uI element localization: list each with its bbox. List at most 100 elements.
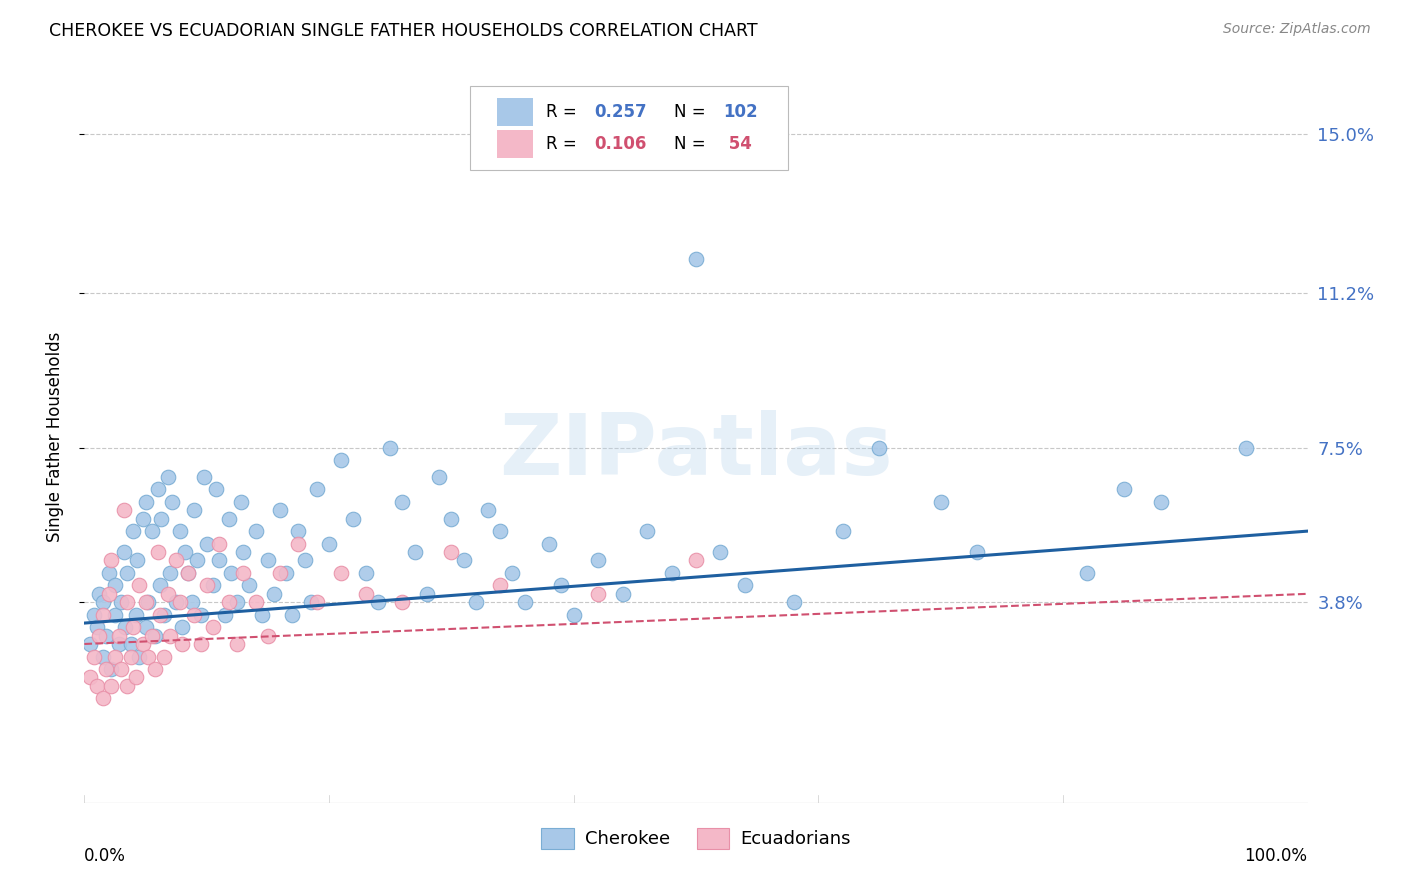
Point: [120, 637, 142, 651]
Point: [391, 495, 413, 509]
Point: [685, 553, 707, 567]
Point: [661, 566, 683, 580]
Point: [330, 453, 353, 467]
Point: [115, 566, 138, 580]
Text: N =: N =: [673, 103, 711, 121]
Point: [281, 607, 304, 622]
Point: [107, 629, 129, 643]
Point: [685, 252, 707, 267]
Point: [229, 495, 252, 509]
Point: [232, 566, 254, 580]
Point: [380, 441, 402, 455]
Point: [367, 595, 389, 609]
Bar: [496, 98, 533, 127]
Point: [141, 524, 163, 538]
Text: 102: 102: [723, 103, 758, 121]
Point: [110, 595, 132, 609]
Y-axis label: Single Father Households: Single Father Households: [45, 332, 63, 542]
Point: [136, 649, 159, 664]
Point: [79, 637, 101, 651]
Point: [195, 578, 218, 592]
Point: [87, 629, 110, 643]
Point: [489, 578, 512, 592]
Text: Source: ZipAtlas.com: Source: ZipAtlas.com: [1223, 22, 1371, 37]
Point: [586, 553, 609, 567]
Point: [146, 483, 169, 497]
Point: [226, 595, 249, 609]
Point: [136, 595, 159, 609]
Point: [141, 629, 163, 643]
Point: [538, 536, 561, 550]
Text: CHEROKEE VS ECUADORIAN SINGLE FATHER HOUSEHOLDS CORRELATION CHART: CHEROKEE VS ECUADORIAN SINGLE FATHER HOU…: [49, 22, 758, 40]
Text: 100.0%: 100.0%: [1244, 847, 1308, 864]
Point: [416, 587, 439, 601]
Point: [440, 545, 463, 559]
Point: [104, 649, 127, 664]
Point: [427, 470, 450, 484]
Point: [1150, 495, 1173, 509]
Text: 54: 54: [723, 135, 752, 153]
Point: [79, 670, 101, 684]
Point: [135, 495, 157, 509]
Point: [122, 620, 145, 634]
Point: [214, 607, 236, 622]
Point: [550, 578, 572, 592]
Point: [87, 587, 110, 601]
Point: [110, 662, 132, 676]
Text: N =: N =: [673, 135, 711, 153]
Point: [86, 679, 108, 693]
Text: R =: R =: [546, 103, 582, 121]
Point: [1076, 566, 1098, 580]
Point: [287, 536, 309, 550]
Point: [299, 595, 322, 609]
Point: [96, 629, 118, 643]
Point: [169, 595, 191, 609]
Point: [125, 553, 148, 567]
Point: [86, 620, 108, 634]
Point: [190, 607, 212, 622]
Point: [869, 441, 891, 455]
Point: [464, 595, 486, 609]
Point: [107, 637, 129, 651]
Point: [120, 649, 142, 664]
Point: [115, 679, 138, 693]
Point: [391, 595, 413, 609]
Point: [305, 595, 328, 609]
Point: [156, 470, 179, 484]
Point: [502, 566, 524, 580]
Point: [114, 620, 136, 634]
Point: [91, 595, 114, 609]
Point: [219, 566, 242, 580]
Point: [586, 587, 609, 601]
Point: [232, 545, 254, 559]
Point: [172, 620, 194, 634]
Point: [112, 545, 135, 559]
Point: [440, 511, 463, 525]
Point: [305, 483, 328, 497]
Point: [156, 587, 179, 601]
Point: [453, 553, 475, 567]
Point: [218, 511, 240, 525]
Point: [153, 607, 176, 622]
Point: [115, 595, 138, 609]
Point: [162, 495, 184, 509]
Text: 0.257: 0.257: [595, 103, 647, 121]
Text: R =: R =: [546, 135, 582, 153]
Point: [612, 587, 634, 601]
Point: [100, 553, 122, 567]
Point: [125, 670, 148, 684]
Point: [404, 545, 426, 559]
Point: [122, 524, 145, 538]
Point: [173, 545, 195, 559]
Point: [831, 524, 853, 538]
Point: [201, 620, 224, 634]
Point: [143, 629, 166, 643]
Text: ZIPatlas: ZIPatlas: [499, 410, 893, 493]
Point: [132, 637, 155, 651]
Point: [208, 536, 231, 550]
Point: [177, 566, 200, 580]
Point: [183, 607, 205, 622]
Point: [226, 637, 249, 651]
Point: [149, 607, 172, 622]
Point: [169, 524, 191, 538]
